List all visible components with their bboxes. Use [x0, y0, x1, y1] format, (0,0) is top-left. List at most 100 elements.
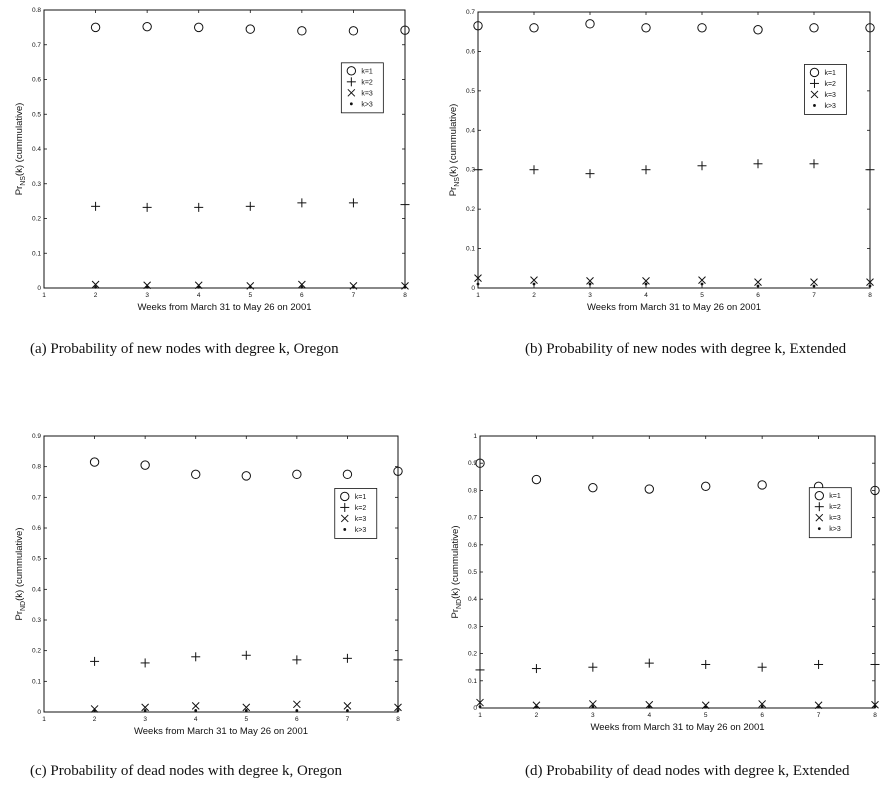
data-point-k3 [476, 698, 484, 707]
data-point-k3 [760, 705, 764, 709]
legend-label: k>3 [829, 526, 841, 533]
data-point-k3 [90, 705, 99, 713]
x-tick-label: 4 [194, 716, 198, 723]
data-point-k2 [865, 165, 875, 175]
data-point-k3 [532, 282, 536, 286]
x-tick-label: 1 [42, 292, 46, 299]
y-tick-label: 0.6 [468, 542, 477, 549]
y-tick-label: 0 [473, 705, 477, 712]
y-axis-label: PrNS(k) (cummulative) [14, 103, 27, 196]
data-point-k1 [701, 481, 711, 492]
y-tick-label: 0.4 [32, 586, 41, 593]
caption-b: (b) Probability of new nodes with degree… [525, 341, 847, 357]
data-point-k1 [644, 484, 654, 494]
y-tick-label: 0.7 [468, 515, 477, 522]
data-point-k1 [245, 24, 255, 34]
data-point-k2 [342, 653, 352, 663]
legend-marker [814, 502, 824, 512]
caption-a: (a) Probability of new nodes with degree… [30, 341, 339, 357]
legend-marker [810, 90, 819, 99]
data-point-k2 [348, 198, 358, 208]
data-point-k3 [244, 709, 248, 712]
data-point-k1 [191, 469, 201, 480]
data-point-k3 [704, 705, 708, 709]
data-point-k3 [94, 285, 97, 289]
data-point-k2 [90, 656, 100, 666]
x-tick-label: 1 [42, 716, 46, 723]
x-tick-label: 8 [873, 712, 877, 719]
x-tick-label: 7 [817, 712, 821, 719]
legend-label: k=3 [829, 515, 841, 522]
data-point-k3 [143, 709, 147, 712]
y-tick-label: 0.8 [32, 7, 41, 14]
x-tick-label: 5 [704, 712, 708, 719]
x-tick-label: 6 [300, 292, 304, 299]
x-tick-label: 6 [760, 712, 764, 719]
y-tick-label: 0.3 [466, 167, 475, 174]
x-tick-label: 2 [94, 292, 98, 299]
data-point-k1 [89, 457, 100, 467]
plot-frame [43, 435, 399, 713]
caption-d: (d) Probability of dead nodes with degre… [525, 763, 850, 779]
legend-marker [815, 513, 824, 522]
y-tick-label: 0.5 [32, 556, 41, 563]
data-point-k1 [641, 23, 651, 33]
data-point-k2 [91, 201, 101, 211]
y-tick-label: 0.7 [32, 494, 41, 501]
y-tick-label: 0.3 [32, 181, 41, 188]
data-point-k1 [753, 25, 763, 35]
data-point-k1 [865, 23, 875, 33]
data-point-k3 [644, 282, 648, 286]
legend-marker [340, 491, 350, 502]
data-point-k1 [292, 469, 302, 480]
x-tick-label: 7 [352, 292, 356, 299]
x-axis-label: Weeks from March 31 to May 26 on 2001 [587, 302, 761, 313]
data-point-k3 [242, 703, 251, 712]
legend-label: k=2 [824, 81, 836, 88]
data-point-k1 [342, 469, 353, 480]
chart-panel-c: 1 2 3 4 5 6 7 8 0 0.1 0.2 0.3 0.4 0.5 0.6 0.7 0.8 0.9 Week… [0, 404, 440, 808]
data-point-k2 [870, 659, 880, 669]
x-tick-label: 1 [478, 712, 482, 719]
y-tick-label: 0.5 [466, 88, 475, 95]
x-tick-label: 7 [346, 716, 350, 723]
data-point-k2 [529, 165, 539, 175]
data-point-k3 [197, 285, 201, 289]
y-tick-label: 0.1 [468, 678, 477, 685]
legend-marker [349, 102, 353, 106]
data-point-k2 [757, 662, 767, 672]
legend-box [334, 488, 378, 539]
data-point-k3 [478, 705, 482, 709]
data-point-k2 [142, 202, 152, 212]
data-point-k2 [194, 202, 204, 212]
x-tick-label: 6 [295, 716, 299, 723]
data-point-k3 [588, 282, 592, 286]
data-point-k2 [292, 655, 302, 665]
legend-label: k=2 [829, 504, 841, 511]
legend-marker [347, 88, 356, 97]
data-point-k1 [142, 21, 152, 32]
data-point-k2 [697, 161, 707, 171]
x-tick-label: 5 [248, 292, 252, 299]
data-point-k3 [810, 278, 818, 286]
data-point-k3 [346, 709, 349, 712]
data-point-k1 [473, 21, 483, 31]
data-point-k3 [700, 282, 704, 286]
data-point-k3 [293, 700, 301, 709]
x-tick-label: 3 [591, 712, 595, 719]
data-point-k3 [394, 703, 402, 712]
x-tick-label: 8 [403, 292, 407, 299]
legend-label: k=1 [355, 494, 367, 501]
data-point-k3 [352, 285, 355, 289]
data-point-k3 [474, 274, 482, 282]
chart-b-svg: 1 2 3 4 5 6 7 8 0 0.1 0.2 0.3 0.4 0.5 0.6 0.7 Weeks from… [448, 9, 875, 313]
data-point-k3 [866, 278, 874, 286]
y-tick-label: 0.9 [468, 460, 477, 467]
y-tick-label: 0.8 [32, 464, 41, 471]
y-tick-label: 0.4 [32, 146, 41, 153]
y-tick-label: 0.4 [466, 127, 475, 134]
y-axis-label: PrND(k) (cummulative) [14, 528, 27, 621]
data-point-k1 [870, 485, 880, 496]
y-tick-label: 0.3 [32, 617, 41, 624]
y-tick-label: 0.6 [32, 525, 41, 532]
